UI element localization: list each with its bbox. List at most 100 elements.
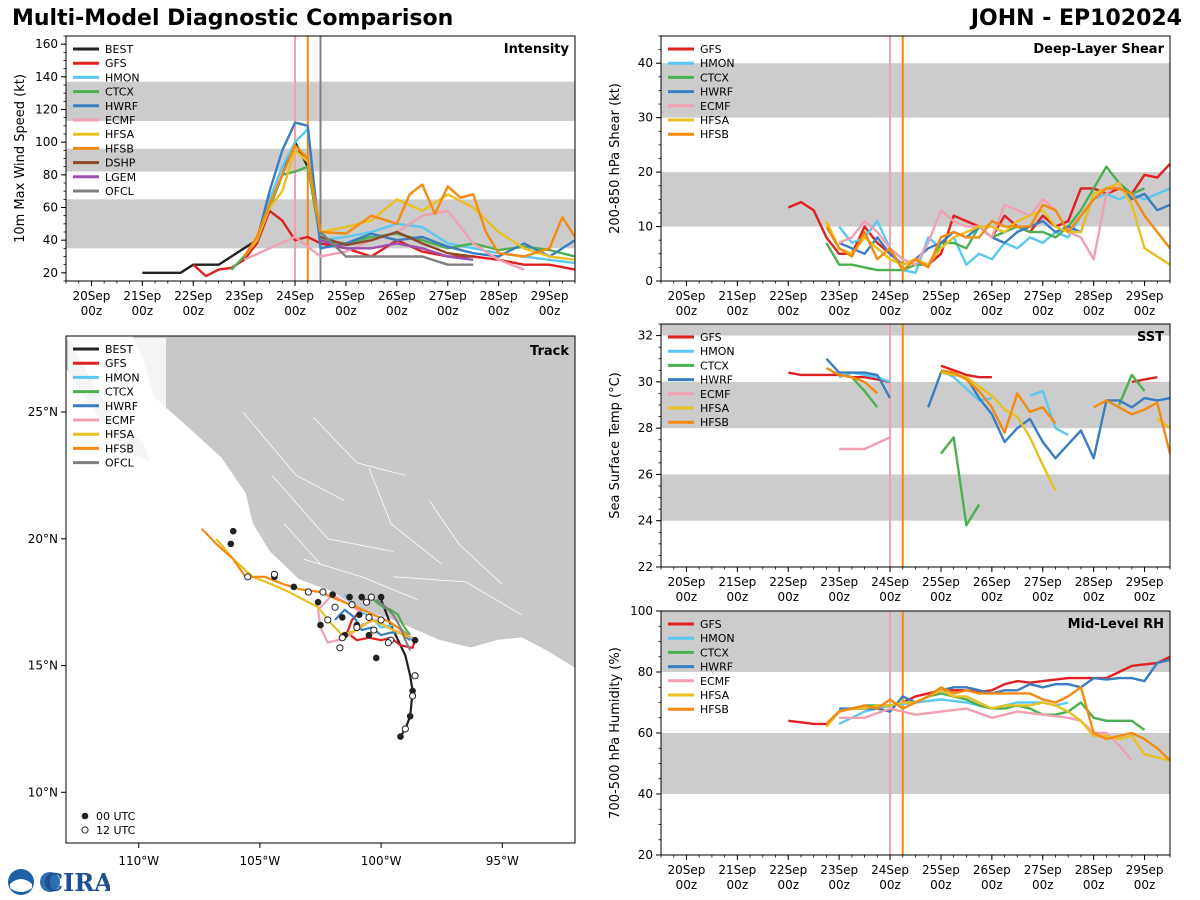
x-tick-label-hour: 00z (930, 304, 952, 318)
series-line-ctcx (1117, 373, 1146, 406)
y-tick-label: 60 (43, 201, 58, 215)
map-frame (65, 335, 576, 844)
x-tick-label-date: 29Sep (1126, 575, 1164, 589)
shaded-band (661, 611, 1170, 672)
shaded-band (661, 733, 1170, 794)
x-tick-label-hour: 00z (1032, 590, 1054, 604)
legend-label-ecmf: ECMF (700, 675, 730, 688)
x-tick-label-hour: 00z (727, 878, 749, 892)
state-border (283, 523, 321, 565)
series-line-hfsb (940, 369, 1057, 434)
track-point-00utc (358, 593, 366, 601)
panel-rh: 2040608010020Sep00z21Sep00z22Sep00z23Sep… (608, 604, 1171, 892)
x-tick-label-hour: 00z (828, 590, 850, 604)
x-tick-label-hour: 00z (437, 304, 459, 318)
x-tick-label-date: 23Sep (820, 863, 858, 877)
legend-label-gfs: GFS (105, 357, 127, 370)
track-point-00utc (365, 631, 373, 639)
x-tick-label-date: 25Sep (922, 575, 960, 589)
x-tick-label-hour: 00z (930, 590, 952, 604)
x-tick-label-hour: 00z (386, 304, 408, 318)
plot-area (661, 324, 1170, 567)
series-line-hfsb (825, 187, 1170, 272)
track-point-12utc (365, 613, 373, 621)
cira-globe-icon (40, 872, 60, 892)
y-tick-label: 10 (638, 220, 653, 234)
y-axis-label: 200-850 hPa Shear (kt) (608, 83, 623, 234)
series-line-gfs (940, 364, 992, 379)
legend-label-hfsb: HFSB (700, 703, 729, 716)
x-tick-label-date: 27Sep (1024, 289, 1062, 303)
lat-tick-label: 20°N (28, 532, 58, 546)
x-tick-label-date: 28Sep (1075, 289, 1113, 303)
panel-shear: 01020304020Sep00z21Sep00z22Sep00z23Sep00… (608, 35, 1171, 318)
x-tick-label-hour: 00z (676, 590, 698, 604)
legend-label-ctcx: CTCX (700, 71, 729, 84)
panel-title: SST (1137, 330, 1164, 345)
track-line-ctcx (370, 596, 412, 636)
x-tick-label-date: 25Sep (922, 863, 960, 877)
y-tick-label: 40 (638, 787, 653, 801)
legend-background (68, 338, 166, 468)
legend-label-best: BEST (105, 343, 133, 356)
noaa-bird-shape (10, 879, 32, 892)
state-border (271, 475, 394, 552)
y-tick-label: 30 (638, 375, 653, 389)
track-point-12utc (304, 588, 312, 596)
x-tick-label-date: 21Sep (123, 289, 161, 303)
state-border (368, 467, 442, 565)
x-tick-label-date: 29Sep (531, 289, 569, 303)
track-point-12utc (244, 573, 252, 581)
legend-label-hwrf: HWRF (700, 374, 733, 387)
lon-tick-label: 100°W (361, 854, 402, 868)
marker-legend-00utc-label: 00 UTC (96, 810, 136, 823)
legend-label-hfsb: HFSB (105, 142, 134, 155)
x-tick-label-date: 26Sep (973, 289, 1011, 303)
legend-label-ecmf: ECMF (700, 388, 730, 401)
track-point-00utc (372, 654, 380, 662)
x-tick-label-date: 20Sep (668, 575, 706, 589)
y-tick-label: 20 (638, 165, 653, 179)
x-tick-label-date: 28Sep (1075, 863, 1113, 877)
x-tick-label-hour: 00z (981, 304, 1003, 318)
track-line-hfsa (215, 538, 411, 639)
track-point-12utc (336, 644, 344, 652)
x-tick-label-date: 23Sep (820, 289, 858, 303)
x-tick-label-date: 21Sep (718, 863, 756, 877)
x-tick-label-date: 20Sep (668, 289, 706, 303)
track-line-hfsb (200, 527, 409, 636)
y-tick-label: 100 (630, 604, 653, 618)
x-tick-label-hour: 00z (1134, 878, 1156, 892)
track-point-12utc (384, 639, 392, 647)
track-point-12utc (409, 692, 417, 700)
plot-area (661, 611, 1170, 855)
legend-label-ecmf: ECMF (105, 114, 135, 127)
lon-tick-label: 95°W (486, 854, 519, 868)
x-tick-label-hour: 00z (182, 304, 204, 318)
state-border (242, 411, 345, 502)
track-point-12utc (353, 623, 361, 632)
x-tick-label-date: 27Sep (429, 289, 467, 303)
series-line-hwrf (825, 357, 892, 399)
series-line-ofcl (319, 231, 474, 266)
x-tick-label-date: 27Sep (1024, 863, 1062, 877)
legend-label-ctcx: CTCX (105, 386, 134, 399)
legend-label-hwrf: HWRF (105, 400, 138, 413)
x-tick-label-hour: 00z (284, 304, 306, 318)
track-point-00utc (229, 527, 237, 535)
x-tick-label-hour: 00z (981, 878, 1003, 892)
x-tick-label-hour: 00z (1134, 590, 1156, 604)
y-tick-label: 20 (43, 266, 58, 280)
x-tick-label-hour: 00z (930, 878, 952, 892)
panel-title: Mid-Level RH (1068, 617, 1164, 632)
track-point-00utc (409, 687, 416, 695)
x-tick-label-hour: 00z (676, 878, 698, 892)
page-title: Multi-Model Diagnostic Comparison (12, 6, 454, 31)
legend-label-hfsa: HFSA (700, 689, 730, 702)
legend-label-hfsb: HFSB (700, 128, 729, 141)
x-tick-label-date: 27Sep (1024, 575, 1062, 589)
track-point-12utc (370, 626, 378, 634)
panel-title: Deep-Layer Shear (1033, 42, 1164, 57)
y-tick-label: 160 (35, 37, 58, 51)
